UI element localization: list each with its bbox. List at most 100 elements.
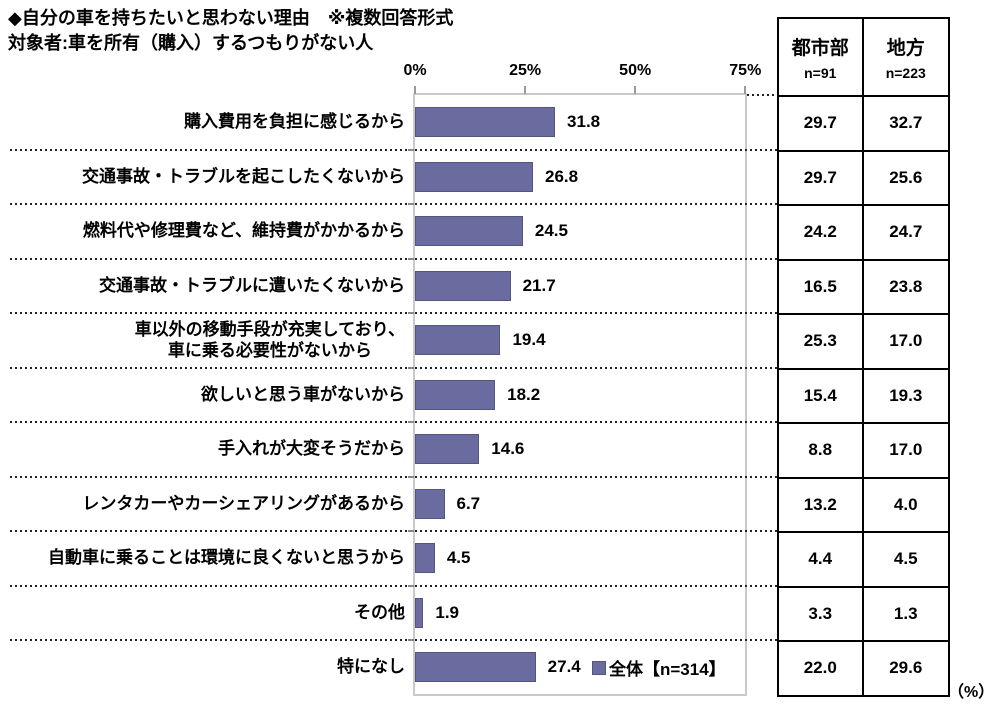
table-cell-rural: 32.7 [863, 95, 948, 150]
category-label-line1: 特になし [337, 657, 405, 677]
table-cell-urban: 8.8 [779, 422, 864, 477]
bar [415, 488, 445, 519]
category-label: レンタカーやカーシェアリングがあるから [0, 477, 405, 532]
side-table: 都市部 n=91 地方 n=223 29.7 32.7 29.7 25.6 24.2 24… [777, 17, 950, 697]
category-label-text: 手入れが大変そうだから [218, 438, 405, 460]
category-label: 欲しいと思う車がないから [0, 368, 405, 423]
category-label-text: 交通事故・トラブルに遭いたくないから [99, 275, 405, 297]
category-label-text: その他 [354, 602, 405, 624]
row-separator-dotted [10, 257, 777, 260]
x-axis-tick [744, 86, 747, 94]
category-label-text: 燃料代や修理費など、維持費がかかるから [83, 220, 405, 242]
bar-value-label: 19.4 [512, 330, 546, 350]
x-axis-tick [414, 86, 416, 94]
y-axis-tick [408, 148, 414, 151]
table-cell-urban: 22.0 [779, 640, 864, 695]
category-label-text: 交通事故・トラブルを起こしたくないから [82, 166, 405, 188]
unit-label: （%） [948, 684, 995, 701]
category-label-text: 車以外の移動手段が充実しており、 車に乗る必要性がないから [135, 319, 405, 363]
bar [415, 543, 435, 574]
row-separator-dotted [10, 366, 777, 369]
table-cell-rural: 4.0 [863, 476, 948, 532]
row-separator-dotted [10, 203, 777, 205]
table-cell-rural: 25.6 [863, 149, 948, 205]
table-cell-urban: 15.4 [779, 367, 864, 422]
category-label: 燃料代や修理費など、維持費がかかるから [0, 204, 405, 259]
category-label-line1: 手入れが大変そうだから [218, 439, 405, 459]
y-axis-tick [408, 366, 414, 369]
bar [415, 325, 501, 356]
row-separator-dotted [10, 639, 777, 641]
legend-marker-icon [592, 661, 606, 675]
bar-value-label: 24.5 [534, 221, 568, 241]
table-header-rural-n: n=223 [885, 65, 926, 81]
bar-value-label: 18.2 [507, 384, 541, 404]
legend-label: 全体【n=314】 [609, 659, 726, 679]
table-header-urban: 都市部 n=91 [779, 19, 864, 95]
x-axis-label: 50% [619, 62, 652, 79]
table-cell-rural: 4.5 [863, 531, 948, 586]
table-cell-rural: 17.0 [863, 313, 948, 368]
y-axis-tick [408, 639, 414, 641]
y-axis-tick [408, 475, 414, 478]
bar-value-label: 4.5 [446, 548, 471, 568]
category-label: 車以外の移動手段が充実しており、 車に乗る必要性がないから [0, 313, 405, 368]
category-label-line1: 燃料代や修理費など、維持費がかかるから [82, 221, 405, 241]
table-cell-rural: 19.3 [863, 367, 948, 423]
row-separator-dotted [10, 312, 777, 314]
category-label: 交通事故・トラブルに遭いたくないから [0, 259, 405, 314]
category-label-text: 自動車に乗ることは環境に良くないと思うから [48, 547, 405, 569]
bar-value-label: 26.8 [545, 166, 579, 186]
bar-value-label: 6.7 [456, 493, 481, 513]
category-label-line1: 車以外の移動手段が充実しており、 [134, 319, 405, 339]
category-label: 自動車に乗ることは環境に良くないと思うから [0, 531, 405, 586]
category-label-text: 購入費用を負担に感じるから [184, 111, 405, 133]
table-cell-urban: 29.7 [779, 149, 864, 204]
category-label: 手入れが大変そうだから [0, 422, 405, 477]
table-cell-rural: 29.6 [863, 640, 948, 695]
row-separator-dotted [10, 148, 777, 151]
row-separator-dotted [10, 475, 777, 478]
row-separator-dotted [10, 530, 777, 532]
y-axis-tick [408, 312, 414, 314]
bar [415, 161, 534, 192]
table-cell-urban: 24.2 [779, 204, 864, 259]
bar-value-label: 31.8 [567, 112, 601, 132]
chart-title-block: ◆自分の車を持ちたいと思わない理由 ※複数回答形式 対象者:車を所有（購入）する… [8, 6, 453, 56]
category-label: 購入費用を負担に感じるから [0, 95, 405, 150]
bar-value-label: 21.7 [522, 275, 556, 295]
table-cell-rural: 23.8 [863, 258, 948, 314]
table-cell-urban: 3.3 [779, 585, 864, 640]
bar-value-label: 14.6 [491, 439, 525, 459]
table-cell-urban: 13.2 [779, 476, 864, 531]
x-axis-tick [634, 86, 637, 94]
row-separator-dotted [10, 421, 777, 423]
bar [415, 216, 523, 247]
category-label: 特になし [0, 640, 405, 695]
plot-area [413, 93, 747, 696]
bar-value-label: 1.9 [435, 602, 459, 622]
category-label-line1: レンタカーやカーシェアリングがあるから [82, 493, 405, 513]
bar [415, 652, 536, 683]
table-header-urban-name: 都市部 [791, 38, 849, 59]
bar-value-label: 27.4 [547, 657, 581, 677]
table-cell-rural: 1.3 [863, 585, 948, 641]
category-label-line1: その他 [354, 602, 405, 622]
table-header-rural: 地方 n=223 [864, 19, 949, 95]
chart-title: ◆自分の車を持ちたいと思わない理由 ※複数回答形式 [8, 8, 454, 28]
category-label-line1: 交通事故・トラブルに遭いたくないから [99, 275, 405, 295]
table-cell-urban: 4.4 [779, 531, 864, 586]
row-separator-dotted [10, 584, 777, 587]
bar [415, 379, 496, 410]
table-cell-rural: 17.0 [863, 422, 948, 477]
x-axis-tick [524, 86, 527, 94]
category-label-line1: 自動車に乗ることは環境に良くないと思うから [48, 548, 405, 568]
category-label-line1: 欲しいと思う車がないから [201, 384, 405, 404]
category-label-text: 欲しいと思う車がないから [201, 384, 405, 406]
y-axis-tick [408, 421, 414, 423]
y-axis-tick [408, 203, 414, 205]
bar [415, 597, 424, 628]
table-cell-rural: 24.7 [863, 204, 948, 259]
chart-subtitle: 対象者:車を所有（購入）するつもりがない人 [8, 33, 374, 53]
